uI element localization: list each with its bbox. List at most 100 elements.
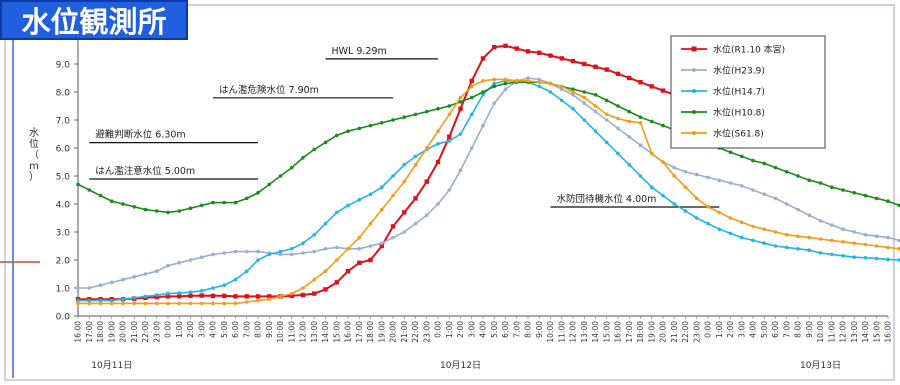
data-point [604,98,609,103]
data-point [143,301,148,306]
data-point [447,104,452,108]
data-point [233,294,238,299]
data-point [661,123,665,128]
data-point [571,93,575,97]
data-point [661,160,665,164]
data-point [818,251,823,255]
data-point [706,205,710,209]
data-point [413,112,418,117]
data-point [571,107,575,111]
x-tick-label: 13:00 [310,321,319,343]
x-tick-label: 2:00 [726,321,735,338]
legend-marker [692,68,696,72]
x-tick-label: 20:00 [659,321,668,343]
legend-label: 水位(S61.8) [713,128,764,140]
data-point [188,290,193,295]
data-point [267,294,272,299]
data-point [301,251,305,255]
data-point [289,165,294,170]
data-point [773,196,778,201]
data-point [649,84,654,89]
data-point [346,247,350,251]
data-point [616,116,620,121]
data-point [503,81,508,86]
data-point [244,294,249,299]
data-point [345,269,351,274]
station-title-badge: 水位観測所 [0,0,188,40]
reference-line-label: はん濫危険水位 7.90m [219,84,319,96]
data-point [762,192,767,196]
data-point [818,219,823,223]
data-point [627,163,632,167]
data-point [323,221,328,226]
data-point [121,277,125,282]
x-tick-label: 9:00 [535,321,544,338]
data-point [87,301,92,306]
x-tick-label: 1:00 [715,321,724,338]
data-point [424,179,429,184]
data-point [436,142,440,146]
data-point [480,56,486,61]
data-point [143,294,148,299]
x-tick-label: 19:00 [647,321,656,343]
series [76,80,900,215]
reference-lines: HWL 9.29m はん濫危険水位 7.90m 避難判断水位 6.30m はん濫注意水… [89,46,720,208]
data-point [166,291,170,296]
data-point [886,257,890,262]
data-point [301,286,305,290]
data-point [863,193,868,198]
data-point [514,46,519,51]
x-tick-label: 18:00 [96,321,105,343]
data-point [638,121,643,125]
data-point [503,87,508,91]
data-point [492,77,497,82]
data-point [300,292,306,298]
data-point [166,210,170,215]
data-point [210,293,216,299]
data-point [627,119,632,124]
data-point [897,247,900,251]
data-point [694,196,699,201]
data-point [312,233,317,237]
data-point [413,196,418,201]
data-point [852,255,857,259]
data-point [841,254,845,258]
data-point [728,181,733,185]
data-point [683,170,688,174]
data-point [278,249,283,254]
data-point [177,291,182,295]
data-point [604,67,609,72]
data-point [548,53,553,58]
data-point [323,269,328,274]
date-label: 10月13日 [800,360,841,371]
data-point [368,221,373,226]
y-tick-label: 7.0 [56,117,71,127]
x-tick-label: 5:00 [760,321,769,338]
data-point [402,115,407,119]
data-point [807,178,812,182]
data-point [109,280,114,285]
data-point [379,241,384,245]
data-point [548,81,553,86]
data-point [841,240,845,244]
data-point [469,78,474,83]
data-point [593,129,598,133]
data-point [87,188,92,192]
data-point [402,163,407,167]
data-point [481,93,485,97]
data-point [582,118,587,122]
x-tick-label: 21:00 [130,321,139,343]
data-point [796,247,800,251]
data-point [76,301,80,306]
data-point [694,216,699,220]
data-point [503,77,508,82]
x-tick-label: 16:00 [614,321,623,343]
data-point [346,203,350,208]
data-point [233,249,238,254]
data-point [424,109,429,114]
data-point [751,188,755,192]
data-point [222,200,227,205]
x-tick-label: 20:00 [119,321,128,343]
data-point [762,161,767,166]
